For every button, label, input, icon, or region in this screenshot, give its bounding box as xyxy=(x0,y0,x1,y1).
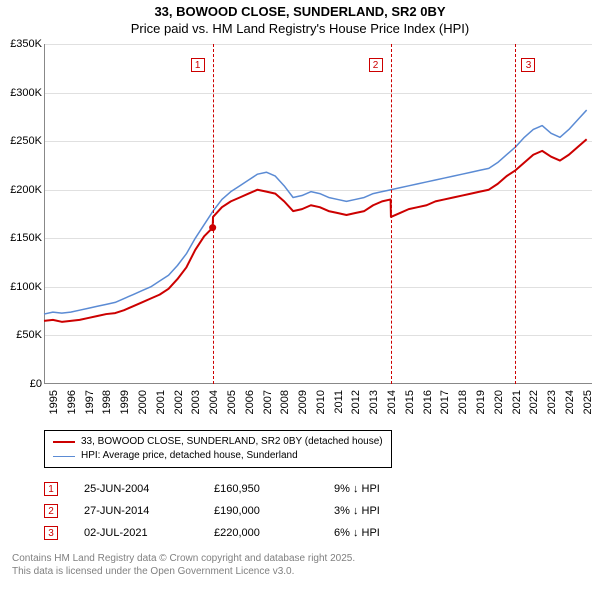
x-tick-label: 1999 xyxy=(119,390,131,414)
x-tick-label: 2020 xyxy=(493,390,505,414)
marker-label: 2 xyxy=(369,58,383,72)
x-tick-label: 1997 xyxy=(84,390,96,414)
legend-row: 33, BOWOOD CLOSE, SUNDERLAND, SR2 0BY (d… xyxy=(53,435,383,449)
x-tick-label: 2002 xyxy=(173,390,185,414)
x-tick-label: 2000 xyxy=(137,390,149,414)
x-tick-label: 1995 xyxy=(48,390,60,414)
x-tick-label: 2018 xyxy=(457,390,469,414)
sales-marker: 1 xyxy=(44,482,58,496)
sales-row: 2 27-JUN-2014£190,0003% ↓ HPI xyxy=(44,500,434,522)
x-tick-label: 2003 xyxy=(190,390,202,414)
footer-line2: This data is licensed under the Open Gov… xyxy=(12,565,355,578)
x-tick-label: 2001 xyxy=(155,390,167,414)
marker-label: 3 xyxy=(521,58,535,72)
title-line1: 33, BOWOOD CLOSE, SUNDERLAND, SR2 0BY xyxy=(0,4,600,21)
x-tick-label: 2008 xyxy=(279,390,291,414)
x-tick-label: 2022 xyxy=(528,390,540,414)
x-tick-label: 2009 xyxy=(297,390,309,414)
x-tick-label: 1996 xyxy=(66,390,78,414)
x-tick-label: 2016 xyxy=(422,390,434,414)
x-tick-label: 2007 xyxy=(262,390,274,414)
sales-table: 1 25-JUN-2004£160,9509% ↓ HPI 2 27-JUN-2014… xyxy=(44,478,434,544)
sales-row: 1 25-JUN-2004£160,9509% ↓ HPI xyxy=(44,478,434,500)
x-tick-label: 2017 xyxy=(439,390,451,414)
x-tick-label: 2014 xyxy=(386,390,398,414)
x-tick-label: 2023 xyxy=(546,390,558,414)
sales-date: 02-JUL-2021 xyxy=(84,527,214,539)
x-tick-label: 2025 xyxy=(582,390,594,414)
footer: Contains HM Land Registry data © Crown c… xyxy=(12,552,355,578)
series-price_paid xyxy=(44,139,587,322)
sales-diff: 9% ↓ HPI xyxy=(334,483,434,495)
x-tick-label: 2015 xyxy=(404,390,416,414)
sales-date: 27-JUN-2014 xyxy=(84,505,214,517)
x-tick-label: 2004 xyxy=(208,390,220,414)
sales-date: 25-JUN-2004 xyxy=(84,483,214,495)
legend-label: 33, BOWOOD CLOSE, SUNDERLAND, SR2 0BY (d… xyxy=(81,435,383,449)
x-tick-label: 2006 xyxy=(244,390,256,414)
x-tick-label: 2011 xyxy=(333,390,345,414)
footer-line1: Contains HM Land Registry data © Crown c… xyxy=(12,552,355,565)
y-tick-label: £50K xyxy=(16,329,42,341)
sales-diff: 6% ↓ HPI xyxy=(334,527,434,539)
marker-line xyxy=(213,44,214,384)
x-tick-label: 2021 xyxy=(511,390,523,414)
sales-marker: 3 xyxy=(44,526,58,540)
y-tick-label: £0 xyxy=(30,378,42,390)
legend-swatch xyxy=(53,456,75,457)
sales-marker: 2 xyxy=(44,504,58,518)
legend-swatch xyxy=(53,441,75,443)
sales-price: £190,000 xyxy=(214,505,334,517)
marker-line xyxy=(391,44,392,384)
y-tick-label: £200K xyxy=(10,184,42,196)
y-tick-label: £300K xyxy=(10,87,42,99)
sales-diff: 3% ↓ HPI xyxy=(334,505,434,517)
x-tick-label: 2012 xyxy=(350,390,362,414)
title-line2: Price paid vs. HM Land Registry's House … xyxy=(0,21,600,38)
x-tick-label: 2013 xyxy=(368,390,380,414)
y-tick-label: £150K xyxy=(10,232,42,244)
x-tick-label: 2010 xyxy=(315,390,327,414)
x-tick-label: 1998 xyxy=(101,390,113,414)
chart-container: 33, BOWOOD CLOSE, SUNDERLAND, SR2 0BY Pr… xyxy=(0,0,600,590)
x-tick-label: 2019 xyxy=(475,390,487,414)
line-series-svg xyxy=(44,44,592,384)
x-tick-label: 2005 xyxy=(226,390,238,414)
sales-price: £220,000 xyxy=(214,527,334,539)
legend-row: HPI: Average price, detached house, Sund… xyxy=(53,449,383,463)
y-tick-label: £350K xyxy=(10,38,42,50)
series-hpi xyxy=(44,110,587,314)
sales-price: £160,950 xyxy=(214,483,334,495)
sales-row: 3 02-JUL-2021£220,0006% ↓ HPI xyxy=(44,522,434,544)
y-tick-label: £250K xyxy=(10,135,42,147)
marker-line xyxy=(515,44,516,384)
legend-label: HPI: Average price, detached house, Sund… xyxy=(81,449,298,463)
title-block: 33, BOWOOD CLOSE, SUNDERLAND, SR2 0BY Pr… xyxy=(0,0,600,38)
marker-label: 1 xyxy=(191,58,205,72)
y-tick-label: £100K xyxy=(10,281,42,293)
legend: 33, BOWOOD CLOSE, SUNDERLAND, SR2 0BY (d… xyxy=(44,430,392,468)
x-tick-label: 2024 xyxy=(564,390,576,414)
